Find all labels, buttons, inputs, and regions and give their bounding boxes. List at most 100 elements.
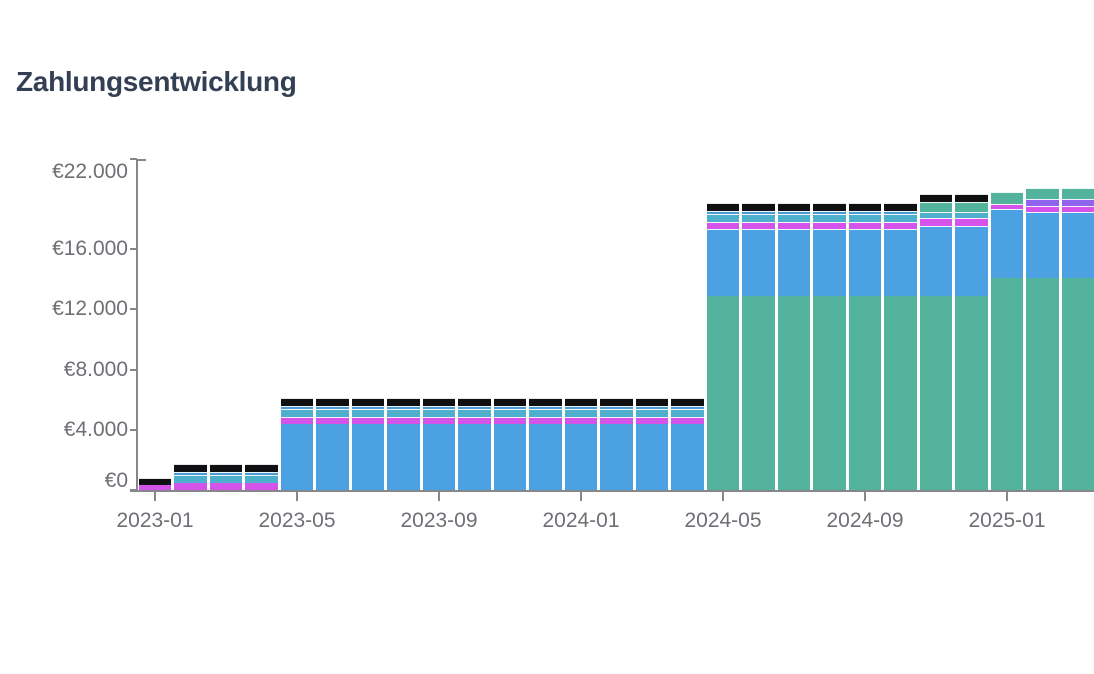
bar-segment-magenta[interactable] [351,417,385,424]
bar-segment-light-blue[interactable] [635,405,669,409]
bar-segment-black[interactable] [919,193,953,202]
bar-segment-black[interactable] [564,398,598,406]
bar-2023-02[interactable] [174,159,207,490]
bar-segment-light-blue[interactable] [174,471,207,475]
bar-segment-magenta[interactable] [919,218,953,226]
bar-segment-magenta[interactable] [209,483,243,490]
bar-2023-09[interactable] [422,159,456,490]
bar-segment-magenta[interactable] [742,222,775,229]
bar-segment-magenta[interactable] [1026,205,1059,212]
bar-segment-blue[interactable] [1026,211,1059,278]
bar-segment-green-upper[interactable] [919,201,953,212]
bar-segment-teal[interactable] [706,213,740,223]
bar-segment-light-blue[interactable] [777,210,811,214]
bar-segment-magenta[interactable] [955,218,988,226]
bar-segment-black[interactable] [777,202,811,211]
bar-segment-magenta[interactable] [138,485,172,490]
bar-segment-teal[interactable] [884,213,917,223]
bar-segment-green-base[interactable] [706,295,740,490]
bar-2023-11[interactable] [493,159,527,490]
bar-segment-black[interactable] [635,398,669,406]
bar-segment-teal[interactable] [280,408,314,418]
bar-segment-blue[interactable] [600,423,633,490]
bar-2025-03[interactable] [1061,159,1094,490]
bar-2023-01[interactable] [138,159,172,490]
bar-segment-black[interactable] [493,398,527,406]
bar-segment-teal[interactable] [422,408,456,418]
bar-segment-black[interactable] [422,398,456,406]
bar-2023-03[interactable] [209,159,243,490]
bar-segment-magenta[interactable] [458,417,491,424]
bar-segment-green-upper[interactable] [955,201,988,212]
bar-segment-magenta[interactable] [635,417,669,424]
bar-segment-light-blue[interactable] [493,405,527,409]
bar-segment-teal[interactable] [671,408,704,418]
bar-segment-green-base[interactable] [848,295,882,490]
bar-segment-magenta[interactable] [316,417,349,424]
bar-segment-light-blue[interactable] [458,405,491,409]
bar-segment-blue[interactable] [813,228,846,296]
bar-2024-03[interactable] [635,159,669,490]
bar-segment-black[interactable] [138,477,172,486]
bar-segment-blue[interactable] [777,228,811,296]
bar-segment-light-blue[interactable] [280,405,314,409]
bar-segment-light-blue[interactable] [600,405,633,409]
bar-2023-10[interactable] [458,159,491,490]
bar-2023-12[interactable] [529,159,562,490]
bar-segment-teal[interactable] [351,408,385,418]
bar-segment-light-blue[interactable] [848,210,882,214]
bar-segment-black[interactable] [813,202,846,211]
bar-segment-light-blue[interactable] [387,405,420,409]
bar-segment-teal[interactable] [209,474,243,484]
bar-segment-blue[interactable] [671,423,704,490]
bar-segment-magenta[interactable] [174,483,207,490]
bar-segment-green-base[interactable] [919,295,953,490]
bar-segment-light-blue[interactable] [884,210,917,214]
bar-segment-magenta[interactable] [245,483,278,490]
bar-segment-green-base[interactable] [955,295,988,490]
bar-2024-11[interactable] [919,159,953,490]
bar-2024-09[interactable] [848,159,882,490]
bar-segment-blue[interactable] [706,228,740,296]
bar-segment-black[interactable] [245,464,278,472]
bar-2024-02[interactable] [600,159,633,490]
bar-2023-07[interactable] [351,159,385,490]
bar-segment-blue[interactable] [635,423,669,490]
bar-segment-black[interactable] [529,398,562,406]
bar-segment-magenta[interactable] [884,222,917,229]
bar-segment-light-blue[interactable] [316,405,349,409]
bar-segment-black[interactable] [706,202,740,211]
bar-segment-blue[interactable] [848,228,882,296]
bar-segment-light-blue[interactable] [813,210,846,214]
bar-segment-magenta[interactable] [706,222,740,229]
bar-segment-light-blue[interactable] [245,471,278,475]
bar-segment-teal[interactable] [777,213,811,223]
bar-segment-violet[interactable] [1061,198,1094,206]
bar-segment-black[interactable] [742,202,775,211]
bar-segment-magenta[interactable] [564,417,598,424]
bar-segment-teal[interactable] [848,213,882,223]
bar-segment-light-blue[interactable] [529,405,562,409]
bar-segment-violet[interactable] [1026,198,1059,206]
bar-2024-07[interactable] [777,159,811,490]
bar-segment-black[interactable] [955,193,988,202]
bar-segment-green-upper[interactable] [1026,187,1059,199]
bar-segment-teal[interactable] [529,408,562,418]
bar-segment-magenta[interactable] [990,204,1024,210]
bar-segment-teal[interactable] [600,408,633,418]
bar-2024-08[interactable] [813,159,846,490]
bar-segment-teal[interactable] [458,408,491,418]
bar-segment-green-base[interactable] [884,295,917,490]
bar-segment-black[interactable] [387,398,420,406]
bar-segment-light-blue[interactable] [564,405,598,409]
bar-2024-10[interactable] [884,159,917,490]
bar-segment-teal[interactable] [635,408,669,418]
bar-segment-blue[interactable] [955,225,988,296]
bar-segment-black[interactable] [671,398,704,406]
bar-2025-02[interactable] [1026,159,1059,490]
bar-segment-green-base[interactable] [990,277,1024,490]
bar-segment-magenta[interactable] [422,417,456,424]
bar-segment-blue[interactable] [990,209,1024,278]
bar-segment-teal[interactable] [564,408,598,418]
bar-segment-black[interactable] [209,464,243,472]
